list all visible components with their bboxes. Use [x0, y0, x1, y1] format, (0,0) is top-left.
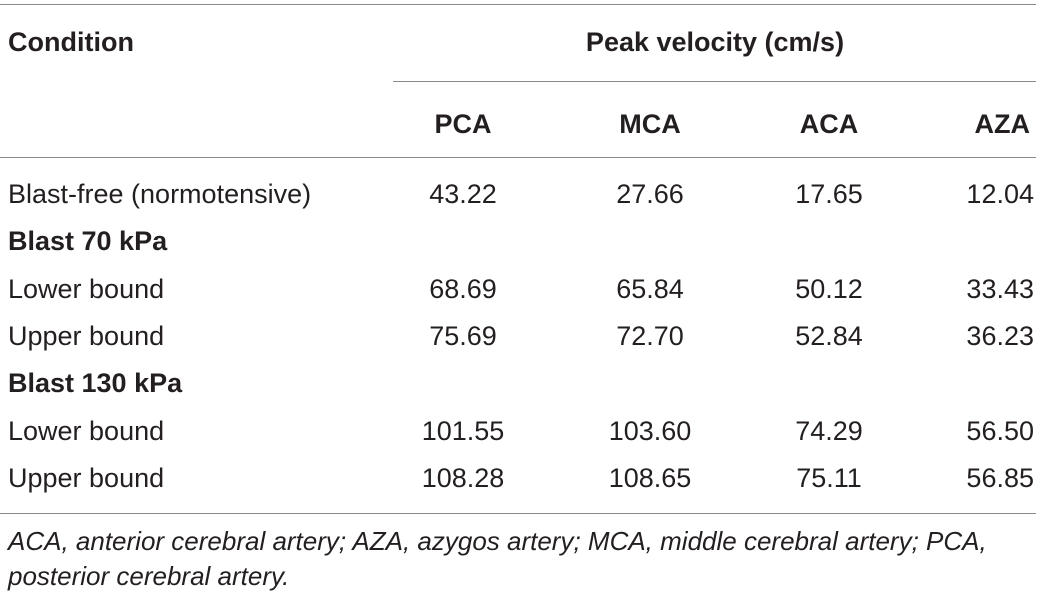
cell-mca: 103.60: [608, 416, 692, 446]
cell-pca: 101.55: [421, 416, 505, 446]
cell-mca: 27.66: [616, 179, 684, 209]
header-bottom-rule: [0, 157, 1036, 158]
cell-aza: 36.23: [966, 321, 1034, 351]
cell-aca: 74.29: [795, 416, 863, 446]
row-label: Upper bound: [8, 463, 165, 493]
cell-aza: 12.04: [966, 179, 1034, 209]
table-bottom-rule: [0, 513, 1036, 514]
cell-mca: 65.84: [616, 274, 684, 304]
cell-pca: 75.69: [429, 321, 497, 351]
row-label: Blast-free (normotensive): [8, 179, 312, 209]
group-row-label: Blast 130 kPa: [8, 368, 183, 398]
cell-aza: 33.43: [966, 274, 1034, 304]
row-label: Lower bound: [8, 416, 165, 446]
row-label: Lower bound: [8, 274, 165, 304]
column-header-mca: MCA: [619, 109, 681, 139]
cell-pca: 43.22: [429, 179, 497, 209]
cell-aza: 56.85: [966, 463, 1034, 493]
top-rule: [0, 4, 1036, 5]
cell-aza: 56.50: [966, 416, 1034, 446]
column-header-pca: PCA: [434, 109, 492, 139]
cell-aca: 52.84: [795, 321, 863, 351]
column-header-aza: AZA: [974, 109, 1031, 139]
table-footnote: ACA, anterior cerebral artery; AZA, azyg…: [8, 526, 987, 591]
group-header-rule: [393, 81, 1036, 82]
cell-pca: 108.28: [421, 463, 505, 493]
row-label: Upper bound: [8, 321, 165, 351]
cell-aca: 50.12: [795, 274, 863, 304]
group-row-label: Blast 70 kPa: [8, 226, 168, 256]
condition-header: Condition: [8, 27, 134, 57]
cell-pca: 68.69: [429, 274, 497, 304]
cell-aca: 75.11: [796, 463, 862, 493]
cell-mca: 72.70: [616, 321, 684, 351]
cell-mca: 108.65: [608, 463, 692, 493]
column-header-aca: ACA: [799, 109, 859, 139]
cell-aca: 17.65: [795, 179, 863, 209]
peak-velocity-header: Peak velocity (cm/s): [585, 27, 845, 57]
